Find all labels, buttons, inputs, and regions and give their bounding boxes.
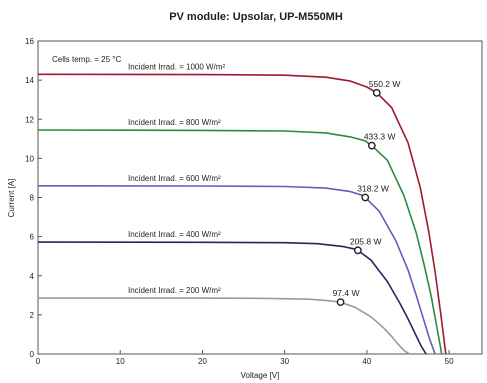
x-tick-label: 0 xyxy=(36,357,41,366)
y-tick-label: 10 xyxy=(25,154,34,163)
y-tick-label: 14 xyxy=(25,76,34,85)
mpp-power-label: 205.8 W xyxy=(350,236,382,246)
series-line xyxy=(37,185,436,355)
x-tick-label: 10 xyxy=(116,357,125,366)
y-tick-label: 4 xyxy=(30,272,35,281)
chart-title: PV module: Upsolar, UP-M550MH xyxy=(169,11,343,23)
y-tick-label: 12 xyxy=(25,115,34,124)
mpp-point xyxy=(353,246,362,255)
cells-temp-annotation: Cells temp. = 25 °C xyxy=(52,55,121,64)
y-tick-label: 2 xyxy=(30,311,35,320)
mpp-power-label: 97.4 W xyxy=(333,288,360,298)
series-name-label: Incident Irrad. = 400 W/m² xyxy=(128,230,221,239)
y-tick-label: 0 xyxy=(30,350,35,359)
plot-area xyxy=(37,40,483,355)
series-line xyxy=(37,241,427,355)
x-axis-label: Voltage [V] xyxy=(241,371,280,380)
mpp-point xyxy=(361,193,370,202)
mpp-point xyxy=(372,88,381,97)
mpp-power-label: 318.2 W xyxy=(357,184,389,194)
y-tick-label: 16 xyxy=(25,37,34,46)
mpp-power-label: 433.3 W xyxy=(364,132,396,142)
series-labels: Incident Irrad. = 1000 W/m² Incident Irra… xyxy=(128,62,225,295)
series-name-label: Incident Irrad. = 1000 W/m² xyxy=(128,62,225,71)
x-tick-label: 40 xyxy=(362,357,371,366)
y-axis-label: Current [A] xyxy=(7,179,16,218)
x-tick-label: 50 xyxy=(445,357,454,366)
series-name-label: Incident Irrad. = 600 W/m² xyxy=(128,174,221,183)
series-line xyxy=(37,129,443,355)
mpp-labels: 550.2 W 433.3 W 318.2 W 205.8 W 97.4 W xyxy=(333,79,401,298)
mpp-power-label: 550.2 W xyxy=(369,79,401,89)
mpp-point xyxy=(336,298,345,307)
y-tick-label: 8 xyxy=(30,194,35,203)
axis-ticks: 0 10 20 30 40 50 0 2 4 6 8 10 12 14 16 xyxy=(25,37,454,366)
series-name-label: Incident Irrad. = 800 W/m² xyxy=(128,118,221,127)
series-name-label: Incident Irrad. = 200 W/m² xyxy=(128,286,221,295)
x-tick-label: 30 xyxy=(280,357,289,366)
y-tick-label: 6 xyxy=(30,233,35,242)
series-curves xyxy=(37,73,447,355)
series-line xyxy=(38,297,411,355)
series-line xyxy=(37,73,447,355)
mpp-point xyxy=(367,141,376,150)
x-tick-label: 20 xyxy=(198,357,207,366)
